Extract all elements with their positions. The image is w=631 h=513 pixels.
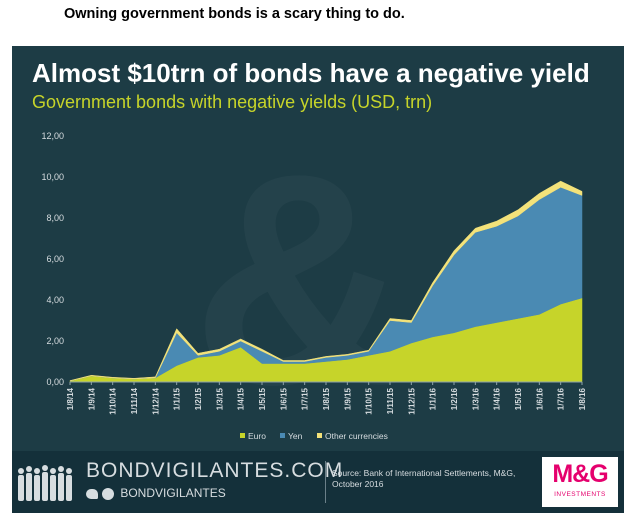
logo-subtext: INVESTMENTS	[554, 491, 606, 498]
y-tick-label: 6,00	[46, 254, 64, 264]
x-tick-label: 1/5/16	[514, 387, 523, 410]
mg-logo: M&G INVESTMENTS	[542, 457, 618, 507]
y-tick-label: 2,00	[46, 336, 64, 346]
footer-divider	[325, 461, 326, 503]
x-tick-label: 1/3/15	[215, 387, 224, 410]
footer-bar: BONDVIGILANTES.COM BONDVIGILANTES Source…	[12, 451, 624, 513]
x-tick-label: 1/12/14	[151, 387, 160, 414]
legend-label: Yen	[288, 431, 303, 441]
x-tick-label: 1/11/15	[386, 387, 395, 414]
page-caption: Owning government bonds is a scary thing…	[64, 6, 405, 22]
chart-panel: & Almost $10trn of bonds have a negative…	[12, 46, 624, 513]
twitter-icon	[86, 488, 98, 499]
x-tick-label: 1/2/16	[450, 387, 459, 410]
x-tick-label: 1/8/16	[578, 387, 587, 410]
legend-swatch	[280, 433, 285, 438]
x-tick-label: 1/8/14	[66, 387, 75, 410]
y-tick-label: 12,00	[41, 131, 64, 141]
y-tick-label: 0,00	[46, 377, 64, 387]
source-note: Source: Bank of International Settlement…	[332, 468, 516, 489]
x-tick-label: 1/4/16	[493, 387, 502, 410]
email-icon	[102, 487, 114, 500]
x-tick-label: 1/1/16	[429, 387, 438, 410]
legend-swatch	[240, 433, 245, 438]
x-axis: 1/8/14 1/9/14 1/10/14 1/11/14 1/12/14 1/1/15 1…	[66, 382, 587, 415]
x-tick-label: 1/10/14	[109, 387, 118, 414]
brand-name[interactable]: BONDVIGILANTES.COM	[86, 459, 344, 482]
x-tick-label: 1/8/15	[322, 387, 331, 410]
legend-swatch	[317, 433, 322, 438]
legend-label: Other currencies	[325, 431, 388, 441]
x-tick-label: 1/6/16	[535, 387, 544, 410]
social-handle[interactable]: BONDVIGILANTES	[86, 486, 226, 500]
y-tick-label: 10,00	[41, 172, 64, 182]
chart-legend: Euro Yen Other currencies	[240, 431, 388, 441]
x-tick-label: 1/12/15	[407, 387, 416, 414]
chart-title: Almost $10trn of bonds have a negative y…	[32, 58, 590, 88]
x-tick-label: 1/4/15	[237, 387, 246, 410]
y-tick-label: 8,00	[46, 213, 64, 223]
x-tick-label: 1/11/14	[130, 387, 139, 414]
x-tick-label: 1/1/15	[173, 387, 182, 410]
x-tick-label: 1/6/15	[279, 387, 288, 410]
area-chart: 0,00 2,00 4,00 6,00 8,00 10,00 12,00 1/8/14 1/9…	[41, 131, 587, 441]
x-tick-label: 1/2/15	[194, 387, 203, 410]
legend-label: Euro	[248, 431, 266, 441]
y-axis: 0,00 2,00 4,00 6,00 8,00 10,00 12,00	[41, 131, 64, 387]
series-area-other-currencies	[69, 180, 583, 382]
x-tick-label: 1/7/16	[557, 387, 566, 410]
logo-text: M&G	[552, 460, 608, 488]
x-tick-label: 1/10/15	[365, 387, 374, 414]
y-tick-label: 4,00	[46, 295, 64, 305]
x-tick-label: 1/3/16	[471, 387, 480, 410]
chart-subtitle: Government bonds with negative yields (U…	[32, 92, 433, 112]
x-tick-label: 1/7/15	[301, 387, 310, 410]
x-tick-label: 1/9/14	[87, 387, 96, 410]
x-tick-label: 1/5/15	[258, 387, 267, 410]
x-tick-label: 1/9/15	[343, 387, 352, 410]
people-crowd-icon	[18, 465, 72, 501]
social-handle-text: BONDVIGILANTES	[120, 486, 226, 500]
chart-areas	[69, 180, 583, 383]
